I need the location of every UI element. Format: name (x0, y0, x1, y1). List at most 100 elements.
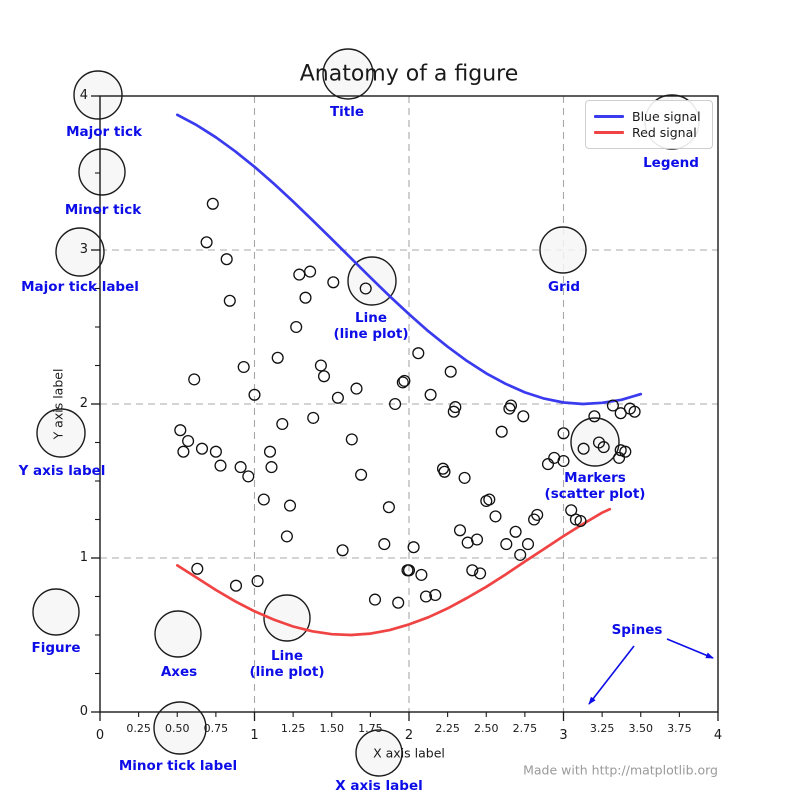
scatter-point (368, 593, 382, 606)
scatter-point (350, 382, 363, 395)
scatter-point (429, 588, 442, 602)
scatter-point (220, 253, 233, 266)
scatter-point (489, 510, 502, 523)
scatter-point (619, 445, 632, 458)
red-signal-line (175, 507, 612, 637)
figure-annotation-line: Figure (31, 640, 81, 656)
scatter-point (257, 493, 270, 506)
x-axis-label-text: X axis label (373, 745, 445, 761)
scatter-point (280, 530, 293, 543)
x-major-tick-label: 0 (95, 728, 105, 743)
x-major-tick-label: 1 (250, 728, 259, 743)
major-tick-label-annotation-line: Major tick label (21, 279, 139, 295)
y-axis-label-highlight-circle (36, 408, 86, 458)
x-minor-tick-label: 0.75 (203, 722, 229, 735)
scatter-point (628, 405, 641, 418)
scatter-point (412, 347, 425, 360)
scatter-point (466, 564, 479, 577)
scatter-point (237, 360, 250, 374)
scatter-point (265, 461, 278, 474)
scatter-point (251, 575, 264, 588)
scatter-point (483, 493, 496, 506)
red-line-swatch (594, 131, 624, 135)
x-major-tick-label: 3 (559, 728, 568, 743)
scatter-point (327, 276, 340, 289)
scatter-point (474, 567, 487, 580)
markers-highlight-circle (570, 417, 620, 467)
scatter-point (271, 351, 284, 364)
scatter-point (415, 568, 428, 581)
major-tick-label-highlight-circle (55, 227, 105, 277)
minor-tick-annotation-label: Minor tick (65, 202, 141, 218)
y-axis-label-annotation-label: Y axis label (19, 463, 106, 479)
scatter-point (336, 544, 349, 557)
legend-entry-blue: Blue signal (594, 108, 702, 125)
scatter-point (613, 451, 626, 464)
line-lineplot-mid-annotation-line: Line (355, 310, 387, 326)
scatter-point (392, 596, 405, 609)
x-minor-tick-label: 1.50 (319, 722, 345, 735)
major-tick-label-annotation-label: Major tick label (21, 279, 139, 295)
scatter-point (307, 411, 320, 424)
scatter-point (531, 508, 544, 521)
line-lineplot-bottom-highlight-circle (263, 594, 311, 642)
spines-arrow (588, 645, 635, 705)
legend-entry-red: Red signal (594, 125, 702, 142)
scatter-point (396, 376, 409, 389)
grid-highlight-circle (539, 226, 587, 274)
legend-annotation-line: Legend (643, 155, 699, 171)
scatter-point (517, 410, 530, 423)
scatter-point (283, 499, 297, 512)
scatter-point (577, 442, 590, 455)
x-minor-tick-label: 2.75 (512, 722, 538, 735)
axes-highlight-circle (154, 610, 202, 658)
x-minor-tick-label: 2.50 (474, 722, 499, 735)
scatter-point (438, 465, 451, 478)
y-major-tick-label: 0 (79, 704, 88, 719)
spines-annotation-line: Spines (611, 622, 663, 638)
scatter-point (314, 359, 327, 372)
major-tick-highlight-circle (73, 70, 123, 120)
blue-line-swatch (594, 114, 624, 118)
scatter-point (248, 388, 261, 401)
y-major-tick-label: 2 (79, 396, 88, 411)
x-minor-tick-label: 3.25 (589, 722, 615, 735)
y-axis-label-annotation-line: Y axis label (18, 463, 106, 479)
scatter-point (453, 524, 467, 537)
minor-tick-label-annotation-label: Minor tick label (119, 758, 237, 774)
title-annotation-label: Title (330, 104, 364, 120)
blue-signal-line (175, 113, 643, 406)
axes-annotation-label: Axes (161, 664, 197, 680)
x-axis-label-annotation-line: X axis label (335, 778, 423, 794)
figure-annotation-label: Figure (32, 640, 81, 656)
scatter-point (234, 461, 247, 474)
markers-annotation-line: (scatter plot) (544, 486, 646, 502)
legend-label-blue: Blue signal (632, 108, 701, 124)
scatter-point (214, 459, 227, 472)
x-axis-label-annotation-label: X axis label (335, 778, 422, 794)
scatter-point (419, 590, 433, 603)
x-minor-tick-label: 3.50 (628, 722, 654, 735)
minor-tick-label-highlight-circle (153, 701, 207, 755)
minor-tick-label-annotation-line: Minor tick label (118, 758, 238, 774)
scatter-point (541, 458, 555, 471)
scatter-point (500, 538, 513, 551)
scatter-point (229, 579, 243, 592)
chart-title: Anatomy of a figure (299, 61, 519, 87)
line-lineplot-mid-annotation-label: Line (line plot) (333, 310, 408, 342)
line-lineplot-bottom-annotation-label: Line (line plot) (249, 648, 324, 680)
line-lineplot-bottom-annotation-line: (line plot) (249, 664, 325, 680)
title-annotation-line: Title (329, 104, 365, 120)
scatter-point (355, 468, 368, 481)
scatter-point (223, 294, 236, 307)
major-tick-annotation-label: Major tick (66, 124, 142, 140)
scatter-point (299, 291, 312, 304)
scatter-point (206, 197, 219, 210)
scatter-point (209, 445, 222, 458)
scatter-point (458, 471, 471, 484)
scatter-point (606, 399, 619, 412)
x-minor-tick-label: 0.25 (126, 722, 151, 735)
title-highlight-circle (322, 48, 374, 100)
scatter-point (447, 405, 460, 418)
